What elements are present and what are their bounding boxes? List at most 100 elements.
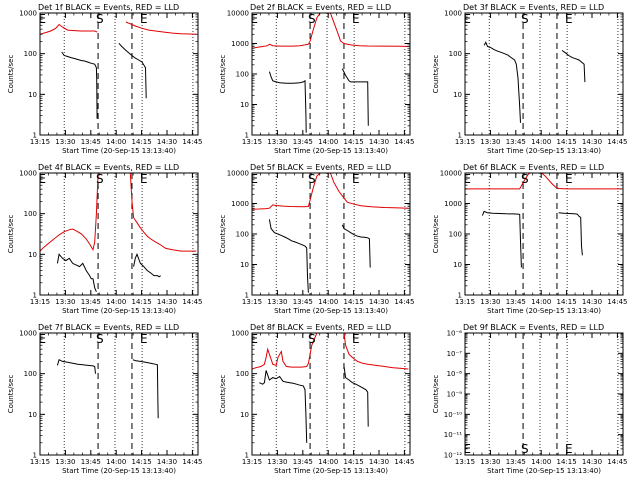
x-axis-label: Start Time (20-Sep-15 13:13:40)	[487, 147, 601, 155]
panel-title: Det 9f BLACK = Events, RED = LLD	[463, 323, 604, 332]
x-axis-label: Start Time (20-Sep-15 13:13:40)	[62, 147, 176, 155]
x-tick-label: 13:15	[242, 138, 262, 146]
lld-series-line	[465, 173, 531, 190]
x-tick-label: 14:45	[182, 298, 202, 306]
x-tick-label: 13:30	[480, 298, 500, 306]
events-series-line	[56, 253, 97, 292]
plot-frame	[464, 12, 624, 136]
x-tick-label: 14:30	[369, 138, 389, 146]
x-tick-label: 13:15	[455, 138, 475, 146]
interval-marker: S	[521, 172, 529, 186]
y-axis-label: Counts/sec	[432, 55, 440, 94]
interval-marker: E	[352, 12, 360, 26]
y-tick-label: 100	[236, 71, 249, 79]
y-tick-label: 10000	[227, 10, 249, 18]
x-tick-label: 13:45	[506, 458, 526, 466]
events-series-line	[268, 71, 307, 133]
x-tick-label: 13:15	[242, 298, 262, 306]
x-tick-label: 13:15	[30, 458, 50, 466]
x-tick-label: 14:30	[369, 298, 389, 306]
x-tick-label: 14:45	[394, 138, 414, 146]
y-axis-label: Counts/sec	[7, 375, 15, 414]
y-tick-label: 1	[245, 132, 249, 140]
interval-marker: E	[352, 332, 360, 346]
y-tick-label: 1000	[19, 10, 37, 18]
panel-title: Det 6f BLACK = Events, RED = LLD	[463, 163, 604, 172]
interval-marker: E	[250, 12, 258, 26]
lld-series-line	[252, 173, 321, 210]
events-series-line	[481, 210, 522, 268]
y-tick-label: 1	[33, 452, 37, 460]
panel-title: Det 1f BLACK = Events, RED = LLD	[38, 3, 179, 12]
y-tick-label: 10⁻⁶	[447, 330, 463, 338]
panel-title: Det 8f BLACK = Events, RED = LLD	[250, 323, 391, 332]
y-tick-label: 1000	[444, 200, 462, 208]
y-tick-label: 10	[240, 411, 249, 419]
events-series-line	[483, 41, 521, 123]
lld-series-line	[541, 173, 622, 190]
y-tick-label: 100	[236, 231, 249, 239]
x-tick-label: 13:45	[506, 138, 526, 146]
x-tick-label: 14:45	[182, 458, 202, 466]
interval-marker: S	[308, 12, 316, 26]
x-tick-label: 14:30	[157, 458, 177, 466]
interval-marker: E	[565, 442, 573, 456]
x-axis-label: Start Time (20-Sep-15 13:13:40)	[487, 467, 601, 475]
x-tick-label: 13:15	[30, 138, 50, 146]
x-tick-label: 13:45	[81, 298, 101, 306]
y-tick-label: 10⁻¹⁰	[444, 411, 462, 419]
y-axis-label: Counts/sec	[7, 55, 15, 94]
x-tick-label: 14:00	[106, 138, 126, 146]
x-tick-label: 14:30	[157, 138, 177, 146]
events-series-line	[118, 42, 147, 99]
y-axis-label: Counts/sec	[432, 375, 440, 414]
interval-marker: E	[250, 172, 258, 186]
x-tick-label: 13:30	[55, 138, 75, 146]
panel-title: Det 2f BLACK = Events, RED = LLD	[250, 3, 391, 12]
x-tick-label: 13:45	[81, 138, 101, 146]
interval-marker: E	[463, 172, 471, 186]
plot-frame	[39, 332, 199, 456]
interval-marker: E	[140, 12, 148, 26]
x-tick-label: 14:00	[318, 458, 338, 466]
x-tick-label: 14:45	[182, 138, 202, 146]
x-tick-label: 14:45	[607, 458, 627, 466]
y-axis-label: Counts/sec	[219, 55, 227, 94]
series-group	[483, 41, 586, 123]
interval-marker: S	[521, 442, 529, 456]
x-tick-label: 14:00	[318, 138, 338, 146]
y-tick-label: 10	[453, 261, 462, 269]
lld-series-line	[40, 23, 98, 35]
x-axis-label: Start Time (20-Sep-15 13:13:40)	[62, 307, 176, 315]
x-tick-label: 13:15	[30, 298, 50, 306]
series-group	[252, 173, 409, 293]
x-tick-label: 14:00	[318, 298, 338, 306]
events-series-line	[61, 51, 98, 119]
y-tick-label: 1	[33, 292, 37, 300]
y-tick-label: 1000	[444, 10, 462, 18]
lld-series-line	[329, 13, 409, 47]
x-axis-label: Start Time (20-Sep-15 13:13:40)	[487, 307, 601, 315]
panel-title: Det 5f BLACK = Events, RED = LLD	[250, 163, 391, 172]
y-tick-label: 1	[458, 132, 462, 140]
series-group	[56, 358, 159, 419]
y-tick-label: 1000	[231, 200, 249, 208]
x-tick-label: 13:15	[455, 298, 475, 306]
interval-marker: S	[308, 172, 316, 186]
lld-series-line	[252, 13, 321, 49]
lld-series-line	[40, 173, 99, 252]
x-tick-label: 13:45	[293, 458, 313, 466]
interval-marker: S	[521, 12, 529, 26]
y-tick-label: 100	[449, 50, 462, 58]
x-tick-label: 14:15	[557, 298, 577, 306]
lld-series-line	[129, 173, 197, 252]
plot-frame	[251, 12, 411, 136]
x-tick-label: 13:30	[267, 138, 287, 146]
panel-title: Det 3f BLACK = Events, RED = LLD	[463, 3, 604, 12]
events-series-line	[132, 359, 159, 419]
x-tick-label: 14:00	[531, 458, 551, 466]
y-tick-label: 10	[453, 91, 462, 99]
